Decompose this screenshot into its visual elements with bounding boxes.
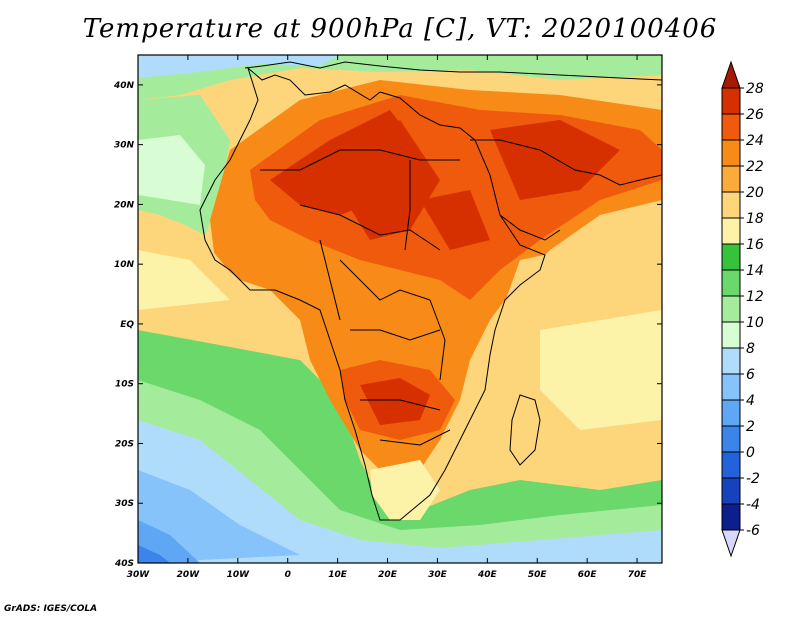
lat-label: 20S	[115, 439, 134, 449]
colorbar-box	[721, 451, 741, 479]
colorbar-box	[721, 477, 741, 505]
colorbar-box	[721, 295, 741, 323]
lat-label: 20N	[114, 200, 135, 210]
colorbar-box	[721, 347, 741, 375]
lon-label: 10E	[328, 570, 348, 580]
colorbar-box	[721, 165, 741, 193]
latitude-axis: 40N 30N 20N 10N EQ 10S 20S 30S 40S	[113, 81, 662, 569]
longitude-axis: 30W 20W 10W 0 10E 20E 30E 40E 50E 60E 70E	[127, 55, 647, 580]
chart-title: Temperature at 900hPa [C], VT: 202010040…	[82, 14, 718, 44]
lat-label: 30S	[115, 499, 134, 509]
colorbar-label: 4	[746, 393, 755, 409]
colorbar-label: 10	[746, 315, 764, 331]
colorbar-box	[721, 425, 741, 453]
lat-label: 10N	[114, 260, 135, 270]
colorbar-box	[721, 139, 741, 167]
colorbar-label: 12	[746, 289, 764, 305]
colorbar-label: 14	[746, 263, 764, 279]
colorbar-label: 8	[746, 341, 755, 357]
colorbar-label: 20	[746, 185, 764, 201]
colorbar-label: -6	[746, 523, 760, 539]
lat-label: 40S	[114, 559, 134, 569]
lon-label: 60E	[578, 570, 598, 580]
colorbar-box	[721, 191, 741, 219]
colorbar-label: 22	[746, 159, 764, 175]
colorbar-bottom-arrow	[721, 529, 741, 558]
colorbar-box	[721, 399, 741, 427]
temperature-field	[138, 55, 662, 563]
colorbar-label: 18	[746, 211, 764, 227]
lon-label: 20E	[378, 570, 398, 580]
lon-label: 30E	[428, 570, 448, 580]
lat-label: 10S	[115, 380, 134, 390]
colorbar-label: 0	[746, 445, 755, 461]
colorbar-label: -4	[746, 497, 760, 513]
coastlines	[199, 61, 662, 521]
colorbar-top-arrow	[721, 60, 741, 89]
credit-text: GrADS: IGES/COLA	[4, 604, 98, 614]
plot-frame	[137, 54, 663, 564]
colorbar-box	[721, 217, 741, 245]
colorbar-label: 16	[746, 237, 764, 253]
lon-label: 50E	[528, 570, 548, 580]
colorbar-box	[721, 269, 741, 297]
lat-label: EQ	[120, 320, 134, 330]
lon-label: 40E	[477, 570, 498, 580]
colorbar-box	[721, 373, 741, 401]
colorbar-label: -2	[746, 471, 760, 487]
colorbar-box	[721, 87, 741, 115]
colorbar-label: 28	[746, 81, 764, 97]
colorbar-box	[721, 113, 741, 141]
colorbar-label: 6	[746, 367, 755, 383]
lon-label: 10W	[227, 570, 251, 580]
lon-label: 0	[285, 570, 291, 580]
lon-label: 20W	[177, 570, 201, 580]
lon-label: 30W	[127, 570, 151, 580]
lon-label: 70E	[628, 570, 648, 580]
lat-label: 40N	[113, 81, 135, 91]
colorbar-label: 2	[746, 419, 755, 435]
colorbar-label: 26	[746, 107, 764, 123]
colorbar-box	[721, 243, 741, 271]
colorbar-box	[721, 321, 741, 349]
lat-label: 30N	[114, 141, 135, 151]
colorbar-label: 24	[746, 133, 764, 149]
colorbar-box	[721, 503, 741, 531]
